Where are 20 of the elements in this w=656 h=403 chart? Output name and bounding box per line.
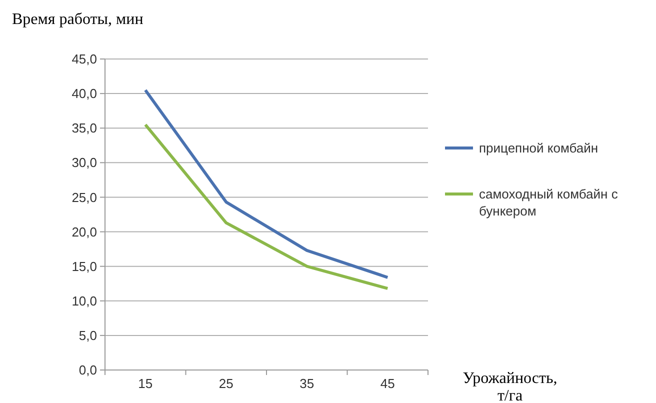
- legend-label: прицепной комбайн: [479, 140, 598, 156]
- x-tick-label: 35: [300, 376, 314, 391]
- legend-label: самоходный комбайн с бункером: [479, 186, 618, 218]
- x-axis-title: Урожайность, т/га: [462, 370, 558, 403]
- y-tick-label: 25,0: [72, 190, 97, 205]
- y-tick-label: 5,0: [78, 328, 97, 343]
- line-series: [144, 123, 390, 290]
- y-tick-label: 15,0: [72, 258, 97, 274]
- x-tick-label: 45: [380, 376, 395, 391]
- x-tick-label: 25: [218, 376, 234, 391]
- line-series: [144, 88, 390, 279]
- y-tick-label: 0,0: [78, 362, 97, 378]
- y-tick-label: 10,0: [72, 293, 97, 308]
- x-tick-label: 15: [138, 376, 153, 391]
- y-tick-label: 45,0: [72, 52, 97, 67]
- y-tick-label: 30,0: [72, 155, 97, 170]
- y-axis-title: Время работы, мин: [12, 11, 144, 28]
- y-tick-label: 40,0: [72, 86, 97, 102]
- y-tick-label: 20,0: [72, 224, 97, 240]
- y-tick-label: 35,0: [72, 120, 97, 136]
